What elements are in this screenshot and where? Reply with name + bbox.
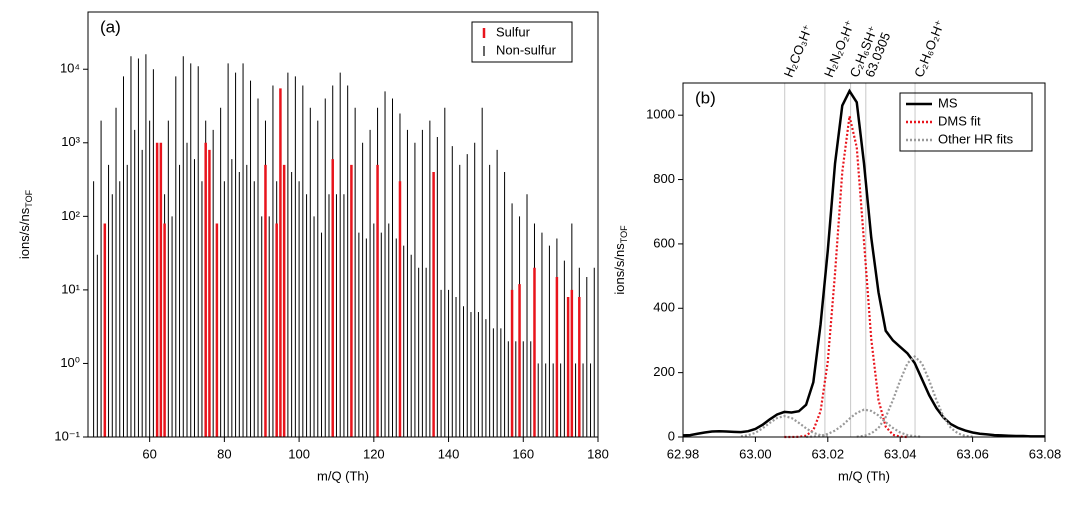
reference-label: C₂H₆O₂H⁺ xyxy=(911,18,948,80)
plot-area xyxy=(93,54,595,437)
x-tick-label: 63.06 xyxy=(956,446,989,461)
data-line xyxy=(682,88,1045,438)
fit-line xyxy=(856,355,973,438)
fit-line xyxy=(784,115,908,439)
x-tick-label: 60 xyxy=(142,446,156,461)
y-tick-label: 400 xyxy=(653,300,675,315)
y-axis-label-main: ions/s/ns xyxy=(17,207,32,259)
reference-label: H₂CO₃H⁺ xyxy=(781,22,816,79)
x-tick-label: 63.08 xyxy=(1029,446,1062,461)
y-axis-label-main: ions/s/ns xyxy=(612,243,627,295)
y-tick-label: 600 xyxy=(653,235,675,250)
y-tick-label: 10² xyxy=(61,208,80,223)
panel-label: (b) xyxy=(695,88,716,107)
panel-label: (a) xyxy=(100,17,121,36)
y-tick-label: 1000 xyxy=(646,107,675,122)
legend-label: DMS fit xyxy=(938,113,981,128)
x-tick-label: 100 xyxy=(288,446,310,461)
x-tick-label: 180 xyxy=(587,446,609,461)
y-tick-label: 10⁰ xyxy=(60,355,80,370)
legend-label: Sulfur xyxy=(496,24,531,39)
x-axis-label: m/Q (Th) xyxy=(838,468,890,483)
x-tick-label: 63.02 xyxy=(812,446,845,461)
fit-line xyxy=(806,408,922,438)
x-tick-label: 63.00 xyxy=(739,446,772,461)
y-tick-label: 10¹ xyxy=(61,281,80,296)
x-tick-label: 63.04 xyxy=(884,446,917,461)
x-tick-label: 140 xyxy=(438,446,460,461)
legend-label: MS xyxy=(938,95,958,110)
x-tick-label: 160 xyxy=(512,446,534,461)
y-axis-label-sub: TOF xyxy=(24,189,34,207)
y-tick-label: 0 xyxy=(668,428,675,443)
legend-label: Non-sulfur xyxy=(496,42,557,57)
plot-area xyxy=(682,83,1045,439)
y-tick-label: 200 xyxy=(653,364,675,379)
axes-frame xyxy=(682,82,1046,438)
x-tick-label: 62.98 xyxy=(667,446,700,461)
y-tick-label: 800 xyxy=(653,171,675,186)
legend-label: Other HR fits xyxy=(938,131,1014,146)
y-tick-label: 10³ xyxy=(61,134,80,149)
x-axis-label: m/Q (Th) xyxy=(317,468,369,483)
y-tick-label: 10⁻¹ xyxy=(54,428,80,443)
legend-frame xyxy=(471,21,573,63)
y-axis-label: ions/s/nsTOF xyxy=(612,225,629,295)
y-axis-label-sub: TOF xyxy=(619,225,629,243)
x-tick-label: 120 xyxy=(363,446,385,461)
axes-frame xyxy=(87,11,599,438)
y-axis-label: ions/s/nsTOF xyxy=(17,189,34,259)
fit-line xyxy=(740,414,828,438)
x-tick-label: 80 xyxy=(217,446,231,461)
legend-frame xyxy=(899,92,1033,152)
y-tick-label: 10⁴ xyxy=(60,61,80,76)
